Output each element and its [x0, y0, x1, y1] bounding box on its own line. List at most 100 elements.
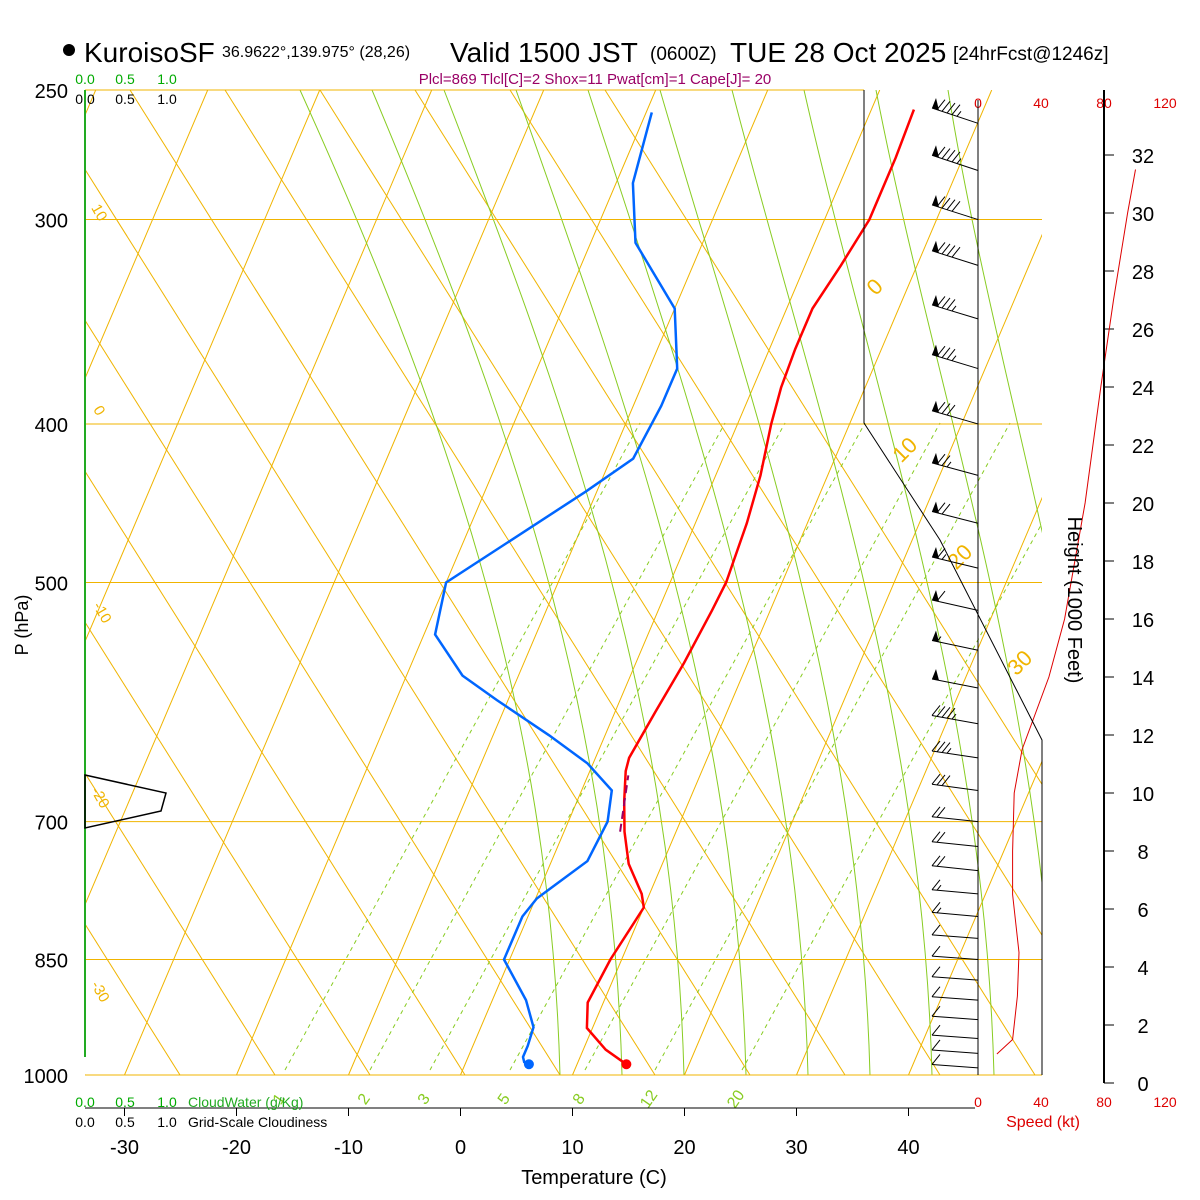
wind-barb-feather — [931, 855, 941, 867]
wind-barb — [931, 294, 979, 320]
speed-profile-line — [996, 169, 1136, 1055]
wind-barb-feather — [951, 151, 961, 163]
wind-barb — [931, 773, 979, 791]
wind-barb-feather — [946, 299, 956, 310]
wind-barb-staff — [931, 204, 979, 221]
wind-barb-feather — [941, 347, 951, 358]
wind-barb-flag — [932, 630, 939, 642]
wind-barb-flag — [932, 194, 939, 208]
wind-barb-feather — [931, 879, 941, 891]
wind-barb-feather — [936, 741, 946, 753]
wind-barb-flag — [932, 145, 939, 158]
wind-barb-staff — [931, 1063, 979, 1069]
wind-barb-feather — [936, 196, 946, 207]
wind-barb-feather — [941, 243, 951, 255]
wind-barb-feather — [936, 99, 946, 110]
speed-tick-label: 40 — [1033, 95, 1049, 111]
moist-adiabat-line — [659, 90, 871, 1075]
isotherm-label: 0 — [862, 274, 888, 300]
isotherm-label: -20 — [87, 784, 113, 811]
wind-barb-half-feather — [936, 884, 942, 891]
wind-barb-feather — [941, 297, 951, 309]
panel-outline — [863, 90, 1043, 1075]
wind-barb-staff — [931, 1015, 979, 1021]
moist-adiabat-line — [299, 90, 561, 1075]
wind-barb — [931, 879, 979, 895]
wind-barb-half-feather — [951, 305, 957, 312]
wind-barb-staff — [931, 556, 979, 569]
wind-barb-staff — [931, 714, 979, 725]
wind-barb-feather — [951, 200, 961, 212]
wind-barb-feather — [936, 345, 946, 357]
isotherm-label: 0 — [89, 403, 108, 419]
wind-barb-feather — [931, 1024, 941, 1036]
wind-barb — [931, 344, 979, 370]
wind-barb-flag — [932, 240, 939, 254]
wind-barb — [931, 452, 979, 476]
wind-barb-feather — [936, 146, 946, 158]
wind-barb-feather — [936, 806, 946, 818]
y-axis-title: P (hPa) — [12, 595, 32, 656]
wind-barb-feather — [936, 502, 946, 514]
wind-barb-feather — [931, 773, 941, 785]
cloudwater-tick-label: 1.0 — [157, 1094, 177, 1110]
pressure-tick-label: 850 — [35, 951, 68, 973]
wind-barb-staff — [931, 462, 979, 476]
cloudwater-tick-label: 0.0 — [75, 1094, 95, 1110]
height-tick-label: 14 — [1132, 668, 1154, 690]
wind-barb — [931, 1054, 979, 1069]
cloudwater-tick-label: 0.5 — [115, 71, 135, 87]
pressure-tick-label: 300 — [35, 211, 68, 233]
wind-barb — [931, 705, 979, 725]
height-tick-label: 24 — [1132, 378, 1154, 400]
wind-barb-flag — [932, 294, 939, 308]
wind-barb — [931, 831, 979, 848]
temperature-tick-label: -20 — [222, 1137, 251, 1159]
wind-barb-feather — [951, 104, 961, 115]
wind-barb — [931, 924, 979, 939]
pressure-tick-label: 250 — [35, 81, 68, 103]
wind-barb-feather — [936, 242, 946, 253]
cloudiness-tick-label: 0.5 — [115, 91, 135, 107]
wind-barb-staff — [931, 976, 979, 981]
cloudiness-tick-label: 1.0 — [157, 1114, 177, 1130]
mixing-ratio-line — [284, 422, 641, 1071]
wind-barb-feather — [931, 806, 941, 818]
wind-barb — [931, 1024, 979, 1040]
moist-adiabat-line — [731, 90, 933, 1075]
pressure-tick-label: 500 — [35, 574, 68, 596]
cloudwater-tick-label: 1.0 — [157, 71, 177, 87]
isotherm-label: 10 — [887, 432, 922, 467]
wind-barb — [931, 1005, 979, 1021]
wind-barb-staff — [931, 410, 979, 425]
wind-barb — [931, 855, 979, 872]
surface-dewpoint-point — [523, 1059, 534, 1070]
wind-barb-feather — [941, 197, 951, 209]
station-coords: 36.9622°,139.975° (28,26) — [222, 44, 410, 61]
wind-barb — [931, 145, 979, 171]
wind-barb-staff — [931, 678, 979, 689]
wind-barb-feather — [936, 831, 946, 843]
forecast-info: [24hrFcst@1246z] — [953, 44, 1109, 65]
height-tick-label: 28 — [1132, 262, 1154, 284]
moist-adiabat-line — [803, 90, 995, 1075]
wind-barb-feather — [941, 101, 951, 112]
wind-barb-half-feather — [936, 907, 942, 914]
dry-adiabat-line — [85, 772, 276, 1075]
wind-barb-feather — [941, 503, 951, 515]
pressure-tick-label: 400 — [35, 415, 68, 437]
wind-barb-flag — [932, 98, 939, 111]
height-axis-title: Height (1000 Feet) — [1063, 517, 1085, 684]
height-tick-label: 6 — [1137, 900, 1148, 922]
wind-barb-feather — [941, 148, 951, 159]
wind-barb-feather — [941, 775, 951, 786]
wind-barb-feather — [931, 1054, 941, 1065]
wind-barb — [931, 945, 979, 961]
mixing-ratio-line — [429, 422, 786, 1071]
wind-barb-staff — [931, 154, 979, 171]
wind-barb — [931, 98, 979, 124]
valid-date: TUE 28 Oct 2025 — [730, 37, 946, 68]
wind-barb-feather — [941, 706, 951, 718]
speed-tick-label: 80 — [1096, 1094, 1112, 1110]
